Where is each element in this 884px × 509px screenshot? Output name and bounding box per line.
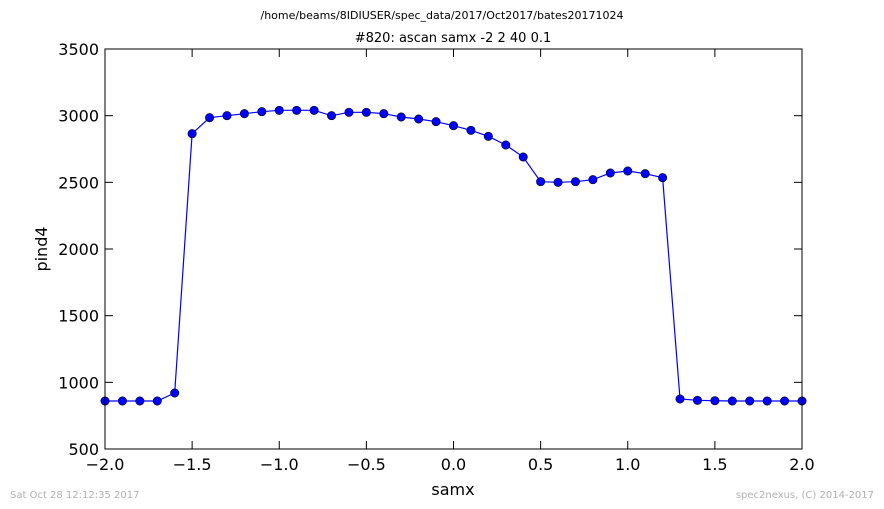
data-point <box>222 111 232 121</box>
x-tick-label: −2.0 <box>86 455 125 474</box>
data-point <box>187 129 197 139</box>
data-point <box>309 105 319 115</box>
plot-area-frame <box>104 48 803 450</box>
data-point <box>274 105 284 115</box>
y-axis-label: pind4 <box>32 226 51 271</box>
data-point <box>640 169 650 179</box>
data-point <box>588 175 598 185</box>
data-point <box>483 131 493 141</box>
data-point <box>239 109 249 119</box>
y-tick-label: 500 <box>68 440 99 459</box>
series-line <box>105 109 802 402</box>
chart-title: #820: ascan samx -2 2 40 0.1 <box>355 31 552 46</box>
y-tick-label: 3500 <box>58 40 99 59</box>
data-point <box>518 152 528 162</box>
data-point <box>152 396 162 406</box>
x-axis-ticks: −2.0 −1.5 −1.0 −0.5 0.0 0.5 1.0 1.5 2.0 <box>86 49 815 474</box>
y-axis-ticks: 500 1000 1500 2000 2500 3000 3500 <box>58 40 802 459</box>
data-point <box>675 394 685 404</box>
data-point <box>327 111 337 121</box>
data-point <box>727 396 737 406</box>
y-tick-label: 1000 <box>58 373 99 392</box>
y-tick-label: 1500 <box>58 307 99 326</box>
y-tick-label: 2000 <box>58 240 99 259</box>
data-point <box>448 121 458 131</box>
data-point <box>205 113 215 123</box>
data-point <box>501 140 511 150</box>
x-tick-label: 1.5 <box>702 455 727 474</box>
y-tick-label: 2500 <box>58 173 99 192</box>
data-point <box>466 125 476 135</box>
data-point <box>170 388 180 398</box>
data-point <box>780 396 790 406</box>
data-point <box>344 107 354 117</box>
data-point <box>414 114 424 124</box>
data-point <box>292 105 302 115</box>
data-series <box>100 105 807 406</box>
data-point <box>605 168 615 178</box>
data-point <box>710 396 720 406</box>
data-point <box>379 109 389 119</box>
x-tick-label: −1.5 <box>173 455 212 474</box>
data-point <box>396 112 406 122</box>
x-tick-label: 0.0 <box>441 455 466 474</box>
data-point <box>117 396 127 406</box>
data-point <box>623 166 633 176</box>
data-point <box>431 117 441 127</box>
x-tick-label: 1.0 <box>615 455 640 474</box>
data-point <box>570 177 580 187</box>
y-tick-label: 3000 <box>58 107 99 126</box>
data-point <box>257 107 267 117</box>
data-point <box>692 395 702 405</box>
x-tick-label: −1.0 <box>260 455 299 474</box>
x-tick-label: −0.5 <box>347 455 386 474</box>
figure-suptitle: /home/beams/8IDIUSER/spec_data/2017/Oct2… <box>261 9 624 22</box>
footer-credit: spec2nexus, (C) 2014-2017 <box>736 490 874 501</box>
footer-timestamp: Sat Oct 28 12:12:35 2017 <box>10 490 140 501</box>
data-point <box>762 396 772 406</box>
data-point <box>553 177 563 187</box>
x-tick-label: 0.5 <box>528 455 553 474</box>
data-point <box>536 177 546 187</box>
data-point <box>658 173 668 183</box>
data-point <box>361 107 371 117</box>
data-point <box>135 396 145 406</box>
x-tick-label: 2.0 <box>789 455 814 474</box>
data-point <box>745 396 755 406</box>
x-axis-label: samx <box>431 480 474 499</box>
